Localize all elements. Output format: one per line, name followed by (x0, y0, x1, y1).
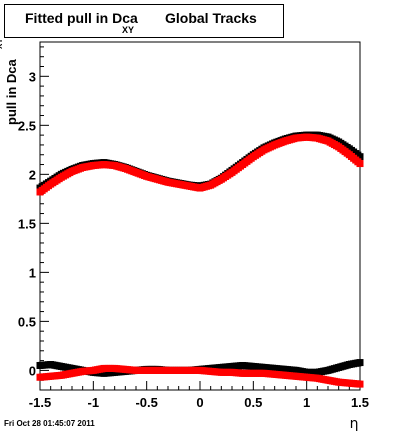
series-3 (36, 364, 364, 388)
chart-title-subscript: XY (122, 25, 135, 35)
data-point (356, 380, 364, 388)
x-tick-label: -1.5 (29, 395, 51, 410)
data-point (356, 359, 364, 367)
y-tick-label: 2 (29, 167, 36, 182)
x-tick-label: 0.5 (244, 395, 262, 410)
chart-title-main: Fitted pull in Dca (25, 10, 138, 26)
data-point (356, 153, 364, 161)
y-tick-label: 0.5 (18, 314, 36, 329)
x-tick-label: -1 (88, 395, 100, 410)
data-point (356, 160, 364, 168)
y-tick-label: 2.5 (18, 118, 36, 133)
y-axis-label-main: pull in Dca (4, 59, 19, 125)
y-axis-label: pull in Dca XY (0, 38, 19, 125)
plot-frame (39, 41, 361, 391)
y-axis-label-subscript: XY (0, 38, 4, 49)
x-axis-label: η (350, 416, 359, 432)
y-tick-label: 0 (29, 363, 36, 378)
y-tick-label: 1 (29, 265, 36, 280)
timestamp-footer: Fri Oct 28 01:45:07 2011 (4, 419, 95, 428)
x-tick-label: 0 (196, 395, 203, 410)
series-1 (36, 133, 364, 196)
chart-title-box: Fitted pull in Dca XY Global Tracks (4, 4, 284, 38)
x-tick-label: -0.5 (135, 395, 157, 410)
x-tick-label: 1.5 (351, 395, 369, 410)
y-tick-label: 3 (29, 69, 36, 84)
x-tick-label: 1 (303, 395, 310, 410)
chart-title-suffix: Global Tracks (165, 10, 257, 26)
y-tick-label: 1.5 (18, 216, 36, 231)
